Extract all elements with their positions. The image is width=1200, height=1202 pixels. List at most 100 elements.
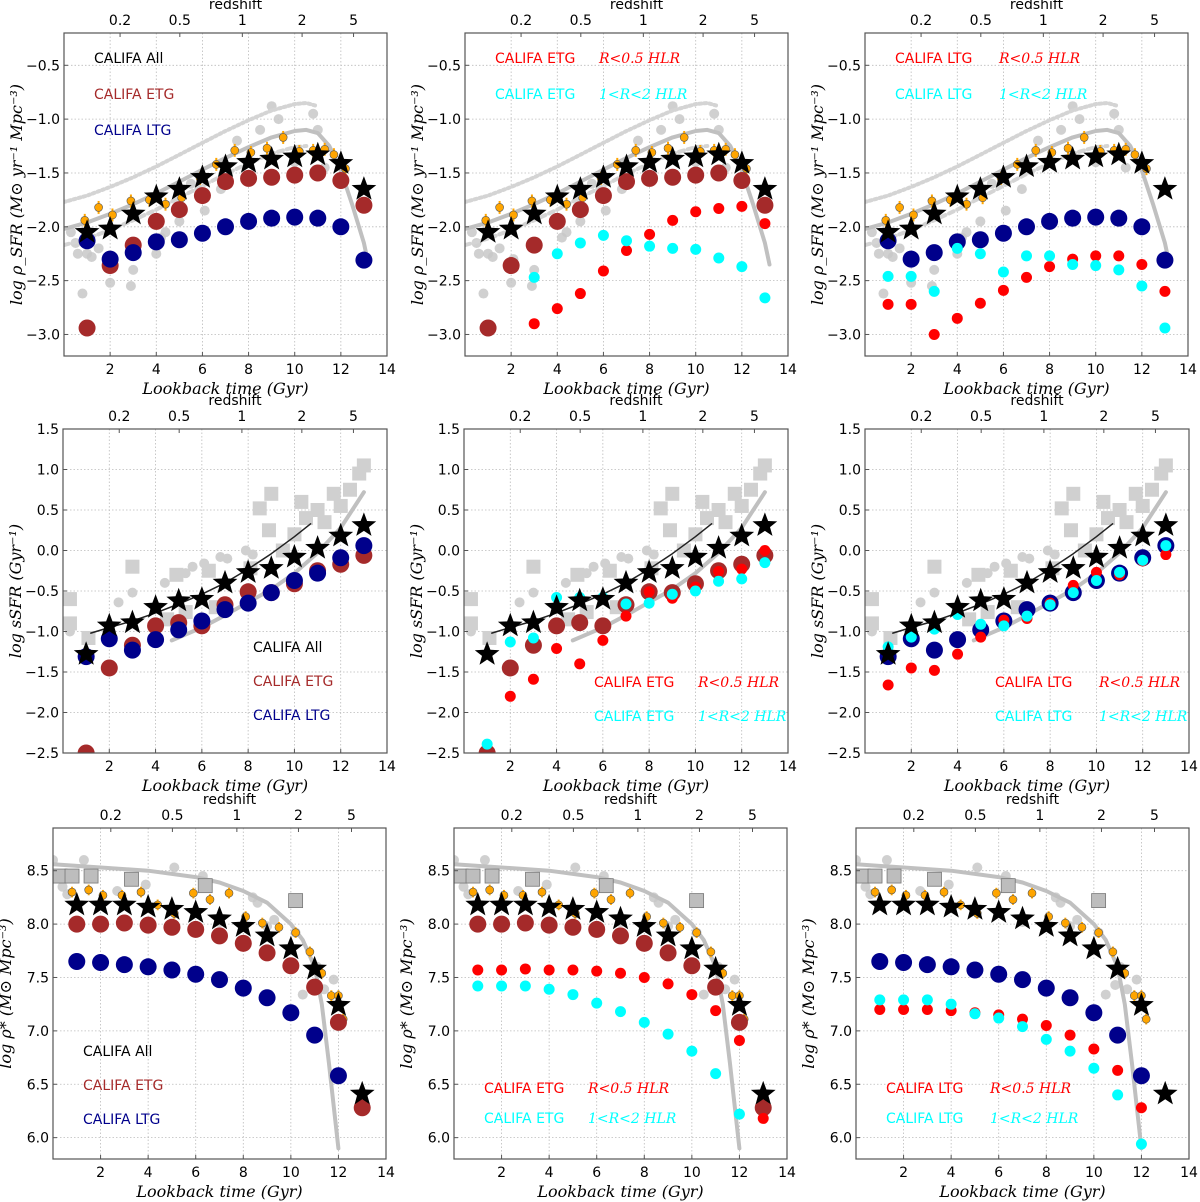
obs-orange-point [870,887,880,897]
data-point [1044,250,1056,262]
y-axis-label: log ρ_SFR (M⊙ yr⁻¹ Mpc⁻³) [7,84,26,305]
obs-grey-square [310,503,325,517]
obs-grey-square [867,868,883,884]
y-tick-label: −1.0 [827,112,861,128]
data-point [1088,1043,1100,1055]
obs-grey-square [261,523,276,538]
data-point-star [706,141,732,166]
data-point [548,212,566,230]
y-tick-label: 1.0 [839,463,861,479]
data-point [713,202,725,214]
top-tick-label: 5 [748,808,757,824]
data-point [730,1013,748,1031]
legend: CALIFA All CALIFA ETG CALIFA LTG [253,640,333,724]
data-point [998,620,1010,632]
data-point-star [96,612,122,637]
x-tick-label: 12 [733,759,751,775]
data-point [332,549,350,567]
data-point [643,597,655,609]
top-tick-label: 2 [298,13,307,29]
y-tick-label: 1.5 [37,422,59,438]
series-etg-1-r-2-hlr [481,557,771,750]
x-tick-label: 8 [1042,1165,1051,1181]
obs-grey-square [688,527,703,542]
data-point-star [921,200,947,225]
x-tick-label: 6 [599,362,608,378]
series-califa-all [64,891,375,1105]
obs-orange-point [706,947,716,957]
legend-label: CALIFA LTG [995,675,1072,691]
y-axis-label: log sSFR (Gyr⁻¹) [808,524,827,658]
obs-grey-point [506,277,517,288]
obs-grey-square [1119,515,1134,530]
obs-grey-square [1144,482,1159,497]
data-point [662,1028,674,1040]
obs-grey-square [317,515,332,530]
obs-grey-square [743,482,758,497]
plot-area [454,855,776,1151]
data-point-star [938,894,964,918]
obs-grey-square [1091,893,1107,909]
data-point-star [326,992,351,1016]
legend-math-label: 1<R<2 HLR [1099,709,1188,725]
obs-grey-point [140,879,151,890]
panel-sfrd-etg: 2 4 6 8 10 12 140.2 0.5 1 2 5redshift−0.5−1.0−1.5−… [408,0,797,398]
top-tick-label: 0.5 [161,808,183,824]
y-tick-label: −1.0 [827,625,861,641]
series-califa-etg [479,164,774,337]
data-point-star [521,609,546,634]
data-point-star [167,176,192,200]
data-point [543,964,555,976]
data-point [921,994,933,1006]
obs-orange-point [1108,947,1118,957]
y-tick-label: 1.5 [438,422,460,438]
data-point [759,218,771,230]
data-point [1067,258,1079,270]
obs-grey-square [264,486,279,501]
legend-math-label: R<0.5 HLR [598,51,680,67]
data-point [615,967,626,979]
data-point-star [213,153,238,177]
top-tick-label: 1 [639,13,648,29]
data-point [928,328,940,340]
obs-grey-square [865,592,879,607]
legend-label: CALIFA LTG [995,709,1072,725]
obs-orange-point [727,991,737,1000]
x-tick-label: 4 [947,1165,956,1181]
legend: CALIFA All CALIFA ETG CALIFA LTG [83,1044,163,1128]
series-califa-ltg [871,952,1150,1085]
legend-math-label: 1<R<2 HLR [698,709,787,725]
data-point [353,1099,371,1117]
y-axis-label: log sSFR (Gyr⁻¹) [6,524,25,658]
x-tick-label: 4 [545,1165,554,1181]
obs-grey-square [927,871,942,887]
data-point [1064,1045,1076,1057]
data-point [754,1099,772,1117]
data-point [1136,280,1148,292]
x-tick-label: 12 [332,362,350,378]
data-point-star [986,899,1012,923]
y-tick-label: 6.0 [428,1131,450,1147]
plot-area [465,101,778,337]
data-point [895,954,913,972]
obs-grey-square [326,486,341,501]
obs-grey-point [600,205,611,216]
data-point [528,318,540,330]
obs-grey-point [674,114,685,125]
obs-grey-point [929,587,940,598]
obs-orange-point [189,888,198,898]
obs-grey-point [623,553,634,564]
x-tick-label: 14 [378,759,396,775]
data-point [1040,1020,1052,1032]
data-point-star [258,555,284,579]
obs-grey-square [570,567,585,582]
data-point [115,914,133,932]
top-tick-label: 0.2 [903,808,925,824]
y-tick-label: −1.5 [25,665,59,681]
obs-grey-square [1000,878,1016,894]
series-ltg-1-r-2-hlr [874,994,1147,1150]
obs-grey-point [873,248,884,259]
top-tick-label: 5 [1150,13,1159,29]
obs-grey-point [894,243,905,254]
data-point [1133,218,1151,236]
